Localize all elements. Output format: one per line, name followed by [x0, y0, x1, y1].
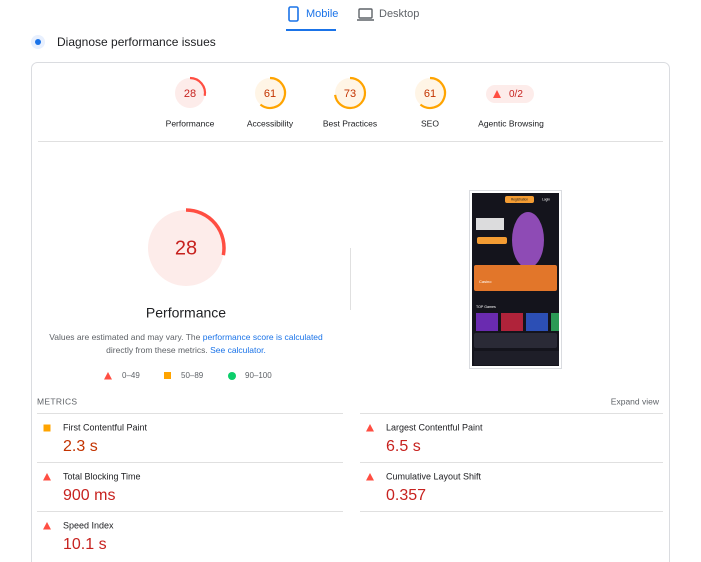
note-link[interactable]: performance score is calculated — [203, 332, 323, 342]
metric-label: Largest Contentful Paint — [386, 422, 483, 432]
gauge-score: 28 — [175, 237, 197, 259]
metrics-title: METRICS — [37, 396, 77, 406]
metric-value: 0.357 — [386, 487, 426, 504]
metric-icon — [366, 424, 374, 432]
gauge-arc — [189, 76, 207, 97]
note-link[interactable]: See calculator. — [210, 345, 266, 355]
screenshot-text: Casino — [479, 279, 492, 284]
metric-icon — [43, 522, 51, 530]
screenshot-game — [501, 313, 523, 331]
legend-label: 0–49 — [122, 371, 140, 380]
heading: Diagnose performance issues — [57, 35, 216, 49]
screenshot-banner — [474, 333, 557, 348]
screenshot-play — [477, 237, 507, 244]
heading-icon — [35, 39, 41, 45]
screenshot-game — [476, 313, 498, 331]
legend-icon-fail — [104, 372, 112, 380]
agentic-icon — [493, 90, 501, 98]
tab-mobile[interactable]: Mobile — [306, 8, 338, 20]
gauge-arc — [334, 76, 367, 110]
metric-icon — [43, 473, 51, 481]
gauge-label: SEO — [421, 118, 439, 128]
metric-label: First Contentful Paint — [63, 422, 148, 432]
metric-label: Speed Index — [63, 520, 114, 530]
note-line-2: directly from these metrics. See calcula… — [106, 345, 266, 355]
metric-icon — [43, 424, 51, 432]
card — [31, 62, 670, 562]
gauge-arc — [259, 76, 287, 110]
gauge-label: Accessibility — [247, 118, 294, 128]
metric-icon — [366, 473, 374, 481]
legend-label: 90–100 — [245, 371, 272, 380]
gauge-bg — [335, 78, 365, 108]
metric-value: 900 ms — [63, 487, 115, 504]
screenshot-text: Login — [542, 198, 550, 202]
gauge-score: 73 — [344, 88, 356, 100]
metric-value: 10.1 s — [63, 536, 107, 553]
gauge-score: 61 — [264, 88, 276, 100]
legend-icon-average — [164, 372, 171, 379]
screenshot-game — [551, 313, 559, 331]
legend-icon-pass — [228, 372, 236, 380]
agentic-label: Agentic Browsing — [478, 118, 544, 128]
expand-view[interactable]: Expand view — [611, 396, 660, 406]
screenshot-text: Registration — [511, 198, 528, 202]
gauge-label: Best Practices — [323, 118, 377, 128]
gauge-bg — [175, 78, 205, 108]
gauge-label: Performance — [166, 118, 215, 128]
screenshot-casino — [474, 265, 557, 291]
note-text: directly from these metrics. — [106, 345, 210, 355]
note-line-1: Values are estimated and may vary. The p… — [49, 332, 323, 342]
screenshot-text: TOP Games — [476, 305, 496, 309]
note-text: Values are estimated and may vary. The — [49, 332, 203, 342]
screenshot-headline — [476, 218, 504, 230]
gauge-score: 61 — [424, 88, 436, 100]
metric-label: Cumulative Layout Shift — [386, 471, 482, 481]
metric-value: 6.5 s — [386, 438, 421, 455]
tab-desktop[interactable]: Desktop — [379, 8, 419, 20]
metric-label: Total Blocking Time — [63, 471, 141, 481]
gauge-score: 28 — [184, 88, 196, 100]
agentic-badge — [486, 85, 534, 103]
tab-underline — [286, 29, 336, 31]
gauge-bg — [148, 210, 224, 286]
main-label: Performance — [146, 305, 226, 321]
agentic-value: 0/2 — [509, 89, 523, 100]
desktop-icon — [358, 8, 373, 19]
mobile-icon — [288, 6, 299, 22]
screenshot-game — [526, 313, 548, 331]
screenshot-register — [505, 196, 534, 203]
gauge-bg — [255, 78, 285, 108]
screenshot-nav — [474, 351, 559, 365]
gauge-bg — [415, 78, 445, 108]
gauge-arc — [419, 76, 447, 110]
legend-label: 50–89 — [181, 371, 204, 380]
gauge-arc — [185, 208, 226, 256]
screenshot-figure — [512, 212, 544, 268]
metric-value: 2.3 s — [63, 438, 98, 455]
